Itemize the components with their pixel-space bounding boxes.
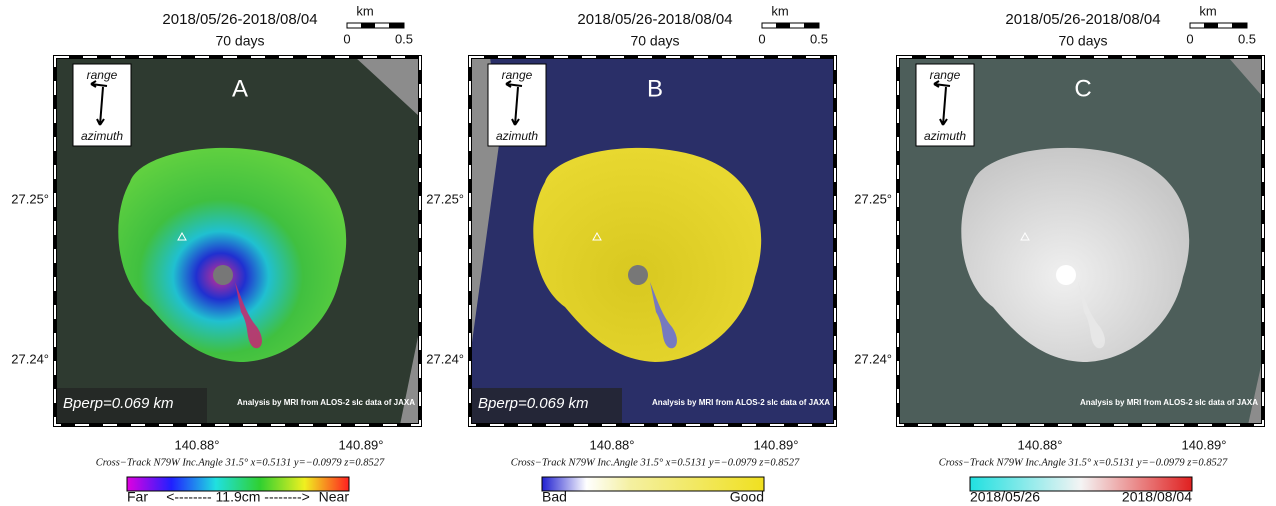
credit: Analysis by MRI from ALOS-2 slc data of …	[1080, 398, 1258, 407]
scale-unit: km	[771, 3, 788, 18]
longitude-label: 140.88°	[1018, 437, 1063, 452]
legend-left: 2018/05/26	[970, 489, 1040, 505]
azimuth-label: azimuth	[924, 129, 966, 143]
latitude-label: 27.25°	[11, 191, 49, 206]
panel: 2018/05/26-2018/08/04 70 days km 0 0.5 Brange…	[426, 3, 835, 504]
credit: Analysis by MRI from ALOS-2 slc data of …	[652, 398, 830, 407]
legend-right: 2018/08/04	[1122, 489, 1192, 505]
legend-center: <-------- 11.9cm -------->	[166, 489, 310, 505]
longitude-label: 140.89°	[754, 437, 799, 452]
legend-left: Far	[127, 489, 148, 505]
panel-letter: B	[647, 75, 663, 102]
duration: 70 days	[215, 33, 264, 49]
legend-right: Near	[319, 489, 350, 505]
panel: 2018/05/26-2018/08/04 70 days km 0 0.5 Crange…	[854, 3, 1263, 504]
panel-letter: A	[232, 75, 248, 102]
scale-bar-segment	[1232, 23, 1247, 28]
credit: Analysis by MRI from ALOS-2 slc data of …	[237, 398, 415, 407]
baseline: Bperp=0.069 km	[63, 395, 174, 412]
panel-letter: C	[1074, 75, 1091, 102]
longitude-label: 140.88°	[590, 437, 635, 452]
azimuth-label: azimuth	[496, 129, 538, 143]
figure: 2018/05/26-2018/08/04 70 days km 0 0.5 Arange…	[0, 0, 1276, 506]
scale-bar-segment	[804, 23, 819, 28]
baseline: Bperp=0.069 km	[478, 395, 589, 412]
scale-bar-segment	[389, 23, 404, 28]
duration: 70 days	[1058, 33, 1107, 49]
scale-tick: 0.5	[1238, 31, 1256, 46]
scale-bar-segment	[1204, 23, 1218, 28]
panel: 2018/05/26-2018/08/04 70 days km 0 0.5 Arange…	[11, 3, 420, 504]
scale-unit: km	[356, 3, 373, 18]
scale-unit: km	[1199, 3, 1216, 18]
longitude-label: 140.88°	[175, 437, 220, 452]
date-range: 2018/05/26-2018/08/04	[162, 11, 317, 28]
geometry: Cross−Track N79W Inc.Angle 31.5° x=0.513…	[511, 457, 800, 468]
scale-bar-segment	[361, 23, 375, 28]
latitude-label: 27.25°	[426, 191, 464, 206]
scale-bar-segment	[776, 23, 790, 28]
range-label: range	[502, 68, 533, 82]
scale-tick: 0	[343, 31, 350, 46]
scale-tick: 0	[1186, 31, 1193, 46]
latitude-label: 27.24°	[854, 351, 892, 366]
latitude-label: 27.24°	[11, 351, 49, 366]
longitude-label: 140.89°	[339, 437, 384, 452]
scale-tick: 0.5	[395, 31, 413, 46]
longitude-label: 140.89°	[1182, 437, 1227, 452]
legend-left: Bad	[542, 489, 567, 505]
date-range: 2018/05/26-2018/08/04	[1005, 11, 1160, 28]
geometry: Cross−Track N79W Inc.Angle 31.5° x=0.513…	[939, 457, 1228, 468]
crater	[1056, 265, 1076, 285]
crater	[628, 265, 648, 285]
crater	[213, 265, 233, 285]
duration: 70 days	[630, 33, 679, 49]
azimuth-label: azimuth	[81, 129, 123, 143]
legend-right: Good	[730, 489, 764, 505]
range-label: range	[87, 68, 118, 82]
scale-tick: 0.5	[810, 31, 828, 46]
geometry: Cross−Track N79W Inc.Angle 31.5° x=0.513…	[96, 457, 385, 468]
range-label: range	[930, 68, 961, 82]
latitude-label: 27.25°	[854, 191, 892, 206]
latitude-label: 27.24°	[426, 351, 464, 366]
date-range: 2018/05/26-2018/08/04	[577, 11, 732, 28]
scale-tick: 0	[758, 31, 765, 46]
